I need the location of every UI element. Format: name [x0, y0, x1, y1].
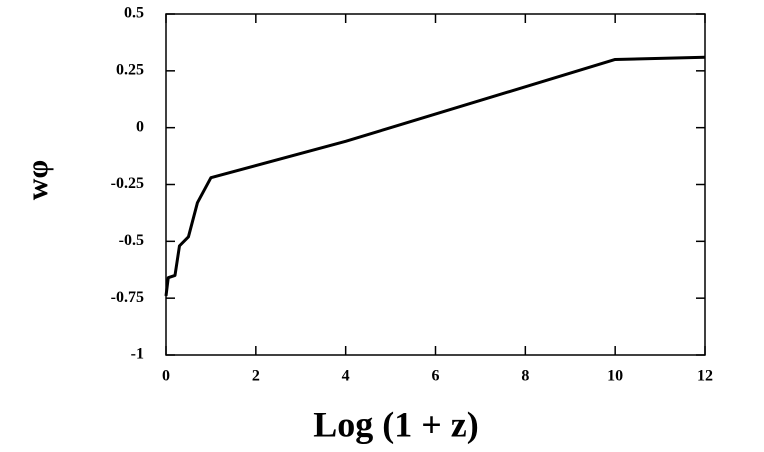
x-tick-label: 4: [342, 368, 350, 385]
x-axis-label: Log (1 + z): [313, 404, 478, 444]
y-tick-label: -0.25: [111, 175, 144, 192]
plot-frame: [165, 13, 706, 356]
x-tick-label: 10: [607, 368, 623, 385]
x-tick-label: 8: [521, 368, 529, 385]
y-tick-label: -0.5: [119, 232, 144, 249]
data-line: [164, 55, 706, 297]
y-tick-label: -1: [131, 346, 144, 363]
x-tick-label: 2: [252, 368, 260, 385]
x-tick-label: 12: [697, 368, 713, 385]
y-tick-label: 0.25: [116, 62, 144, 79]
y-axis-label: wφ: [21, 160, 54, 200]
y-tick-label: -0.75: [111, 289, 144, 306]
x-tick-label: 0: [162, 368, 170, 385]
y-tick-label: 0.5: [124, 5, 144, 22]
x-tick-label: 6: [432, 368, 440, 385]
y-tick-label: 0: [136, 118, 144, 135]
